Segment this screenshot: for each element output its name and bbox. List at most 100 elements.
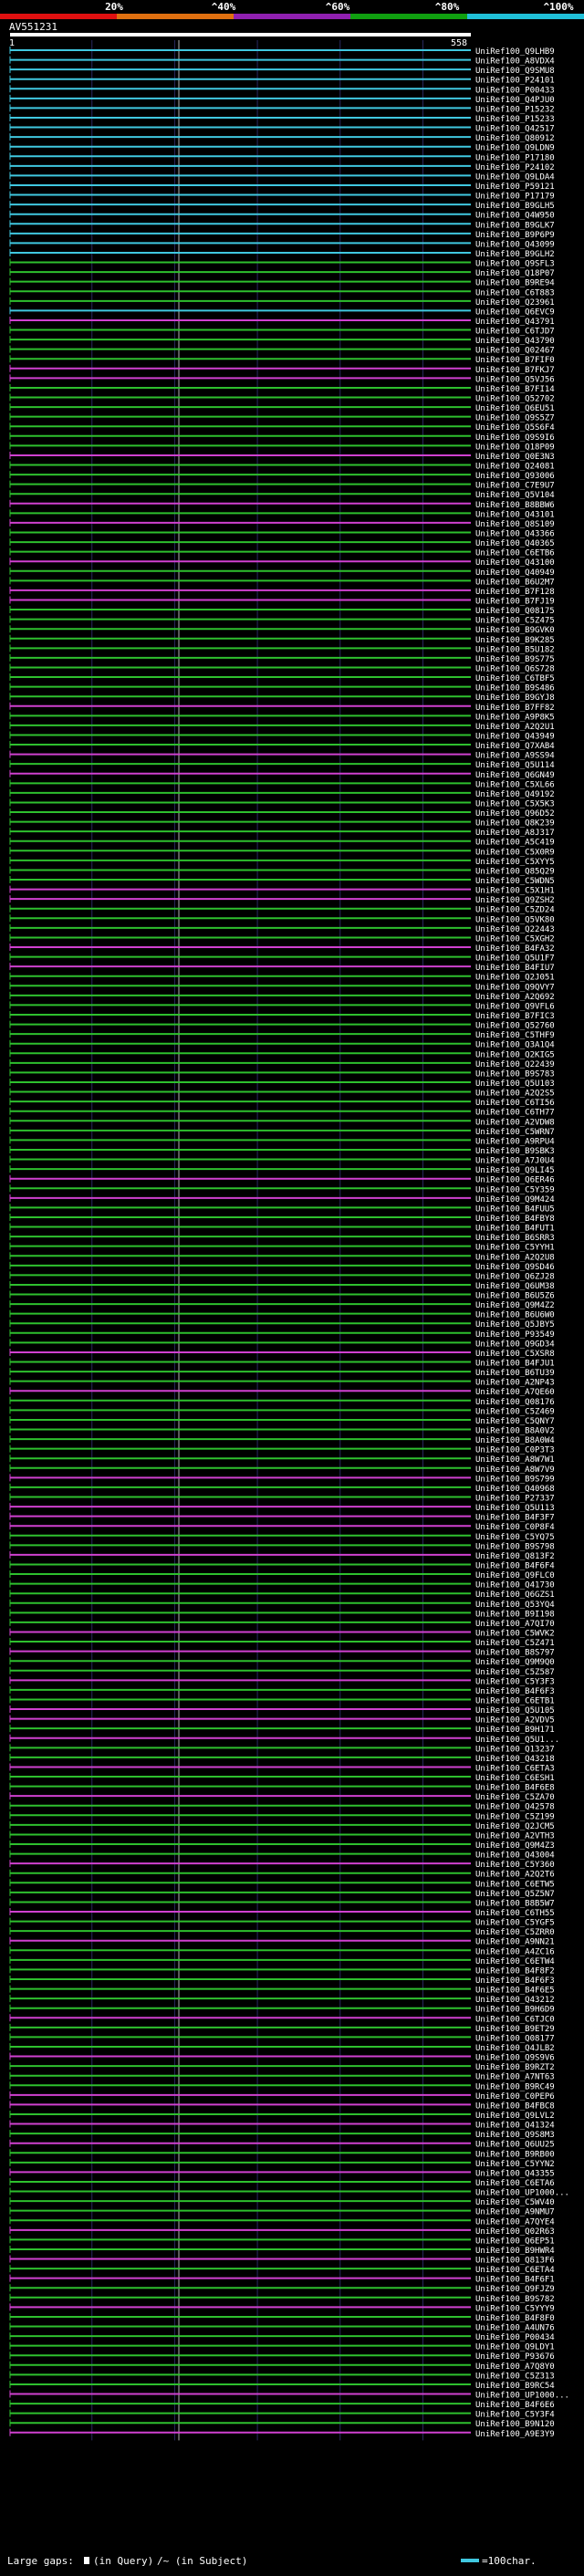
hit-row[interactable]: UniRef100_B4FA32: [9, 944, 555, 954]
hit-row[interactable]: UniRef100_Q85Q29: [9, 866, 555, 876]
hit-row[interactable]: UniRef100_C5Z469: [9, 1406, 555, 1416]
hit-row[interactable]: UniRef100_Q9M4Z3: [9, 1841, 555, 1851]
hit-row[interactable]: UniRef100_Q9M424: [9, 1194, 555, 1205]
hit-row[interactable]: UniRef100_A7Q8Y0: [9, 2361, 555, 2372]
hit-row[interactable]: UniRef100_B9HWR4: [9, 2245, 555, 2256]
hit-row[interactable]: UniRef100_C5Z199: [9, 1811, 555, 1821]
hit-row[interactable]: UniRef100_B4FJU1: [9, 1358, 555, 1369]
hit-row[interactable]: UniRef100_C5THF9: [9, 1030, 555, 1040]
hit-row[interactable]: UniRef100_C6TJC0: [9, 2014, 555, 2024]
hit-row[interactable]: UniRef100_C5WVK2: [9, 1628, 555, 1638]
hit-row[interactable]: UniRef100_B9GLK7: [9, 220, 555, 230]
hit-row[interactable]: UniRef100_Q9LHB9: [9, 47, 555, 57]
hit-row[interactable]: UniRef100_B9S783: [9, 1069, 555, 1079]
hit-row[interactable]: UniRef100_B9I198: [9, 1609, 555, 1619]
hit-row[interactable]: UniRef100_B4F8F2: [9, 1966, 555, 1976]
hit-row[interactable]: UniRef100_A2NP43: [9, 1377, 555, 1388]
hit-row[interactable]: UniRef100_C5Y3F4: [9, 2409, 555, 2420]
hit-row[interactable]: UniRef100_A7QYE4: [9, 2216, 555, 2227]
hit-row[interactable]: UniRef100_Q43099: [9, 239, 555, 249]
hit-row[interactable]: UniRef100_A7QE60: [9, 1387, 555, 1397]
hit-row[interactable]: UniRef100_B9H6D9: [9, 2004, 555, 2015]
hit-row[interactable]: UniRef100_B9H171: [9, 1725, 555, 1735]
hit-row[interactable]: UniRef100_Q8S109: [9, 518, 555, 529]
hit-row[interactable]: UniRef100_A2Q692: [9, 991, 555, 1002]
hit-row[interactable]: UniRef100_C6ETB1: [9, 1695, 555, 1705]
hit-row[interactable]: UniRef100_Q6GN49: [9, 769, 555, 780]
hit-row[interactable]: UniRef100_Q9FLC0: [9, 1570, 555, 1580]
hit-row[interactable]: UniRef100_Q43004: [9, 1850, 555, 1861]
hit-row[interactable]: UniRef100_Q52702: [9, 393, 555, 404]
hit-row[interactable]: UniRef100_Q9S9I6: [9, 432, 555, 443]
hit-row[interactable]: UniRef100_Q43218: [9, 1753, 555, 1764]
hit-row[interactable]: UniRef100_C5Z475: [9, 615, 555, 626]
hit-row[interactable]: UniRef100_B6U6W0: [9, 1309, 555, 1320]
hit-row[interactable]: UniRef100_C6T883: [9, 287, 555, 297]
hit-row[interactable]: UniRef100_Q3A1Q4: [9, 1039, 555, 1050]
hit-row[interactable]: UniRef100_Q8K239: [9, 818, 555, 829]
hit-row[interactable]: UniRef100_B6SRR3: [9, 1233, 555, 1243]
hit-row[interactable]: UniRef100_Q43366: [9, 528, 555, 539]
hit-row[interactable]: UniRef100_UP1000...: [9, 2187, 569, 2198]
hit-row[interactable]: UniRef100_B4F6E8: [9, 1782, 555, 1793]
hit-row[interactable]: UniRef100_C5Z587: [9, 1666, 555, 1677]
hit-row[interactable]: UniRef100_C5YYN2: [9, 2158, 555, 2169]
hit-row[interactable]: UniRef100_Q9QVY7: [9, 982, 555, 992]
hit-row[interactable]: UniRef100_C5X1H1: [9, 885, 555, 896]
hit-row[interactable]: UniRef100_C6ETW5: [9, 1879, 555, 1889]
hit-row[interactable]: UniRef100_A4ZC16: [9, 1946, 555, 1956]
hit-row[interactable]: UniRef100_Q9FJZ9: [9, 2284, 555, 2294]
hit-row[interactable]: UniRef100_B8A0W4: [9, 1435, 555, 1445]
hit-row[interactable]: UniRef100_Q2J051: [9, 972, 555, 983]
hit-row[interactable]: UniRef100_P59121: [9, 181, 555, 192]
hit-row[interactable]: UniRef100_Q02467: [9, 345, 555, 356]
hit-row[interactable]: UniRef100_C5Y3F3: [9, 1676, 555, 1686]
hit-row[interactable]: UniRef100_C5XYY5: [9, 856, 555, 867]
hit-row[interactable]: UniRef100_B4F6E5: [9, 1985, 555, 1996]
hit-row[interactable]: UniRef100_Q9M4Z2: [9, 1300, 555, 1310]
hit-row[interactable]: UniRef100_Q93006: [9, 471, 555, 481]
hit-row[interactable]: UniRef100_B9GLH5: [9, 201, 555, 211]
hit-row[interactable]: UniRef100_A2Q2T6: [9, 1869, 555, 1880]
hit-row[interactable]: UniRef100_Q5U1F7: [9, 953, 555, 964]
hit-row[interactable]: UniRef100_UP1000...: [9, 2390, 569, 2401]
hit-row[interactable]: UniRef100_Q9M9Q0: [9, 1657, 555, 1667]
hit-row[interactable]: UniRef100_B7FI14: [9, 383, 555, 394]
hit-row[interactable]: UniRef100_Q23961: [9, 297, 555, 308]
hit-row[interactable]: UniRef100_B8B5W7: [9, 1898, 555, 1908]
hit-row[interactable]: UniRef100_C6ETA6: [9, 2177, 555, 2188]
hit-row[interactable]: UniRef100_Q43100: [9, 558, 555, 568]
hit-row[interactable]: UniRef100_P27337: [9, 1493, 555, 1504]
hit-row[interactable]: UniRef100_Q43101: [9, 509, 555, 519]
hit-row[interactable]: UniRef100_Q6EP51: [9, 2236, 555, 2246]
hit-row[interactable]: UniRef100_Q5JBY5: [9, 1319, 555, 1330]
hit-row[interactable]: UniRef100_C5YQ75: [9, 1531, 555, 1542]
hit-row[interactable]: UniRef100_C5ZRR0: [9, 1927, 555, 1937]
hit-row[interactable]: UniRef100_Q6UM38: [9, 1280, 555, 1291]
hit-row[interactable]: UniRef100_Q40365: [9, 538, 555, 548]
hit-row[interactable]: UniRef100_A9P8K5: [9, 712, 555, 722]
hit-row[interactable]: UniRef100_Q9SD46: [9, 1261, 555, 1272]
hit-row[interactable]: UniRef100_P17180: [9, 152, 555, 162]
hit-row[interactable]: UniRef100_B9K285: [9, 634, 555, 645]
hit-row[interactable]: UniRef100_Q9LVL2: [9, 2110, 555, 2121]
hit-row[interactable]: UniRef100_B9P6P9: [9, 229, 555, 240]
hit-row[interactable]: UniRef100_Q9VFL6: [9, 1001, 555, 1011]
hit-row[interactable]: UniRef100_Q813F2: [9, 1550, 555, 1561]
hit-row[interactable]: UniRef100_A8W7W1: [9, 1455, 555, 1465]
hit-row[interactable]: UniRef100_B9RC54: [9, 2380, 555, 2391]
hit-row[interactable]: UniRef100_Q40968: [9, 1483, 555, 1494]
hit-row[interactable]: UniRef100_B6U2M7: [9, 577, 555, 587]
hit-row[interactable]: UniRef100_C0P3T3: [9, 1444, 555, 1455]
hit-row[interactable]: UniRef100_Q9LDY1: [9, 2341, 555, 2352]
hit-row[interactable]: UniRef100_Q7XAB4: [9, 741, 555, 751]
hit-row[interactable]: UniRef100_C5QNY7: [9, 1415, 555, 1426]
hit-row[interactable]: UniRef100_C5YYH1: [9, 1242, 555, 1253]
hit-row[interactable]: UniRef100_A7NT63: [9, 2071, 555, 2082]
hit-row[interactable]: UniRef100_Q5V104: [9, 490, 555, 500]
hit-row[interactable]: UniRef100_A8J317: [9, 828, 555, 838]
hit-row[interactable]: UniRef100_Q43212: [9, 1995, 555, 2005]
hit-row[interactable]: UniRef100_C7E9U7: [9, 480, 555, 491]
hit-row[interactable]: UniRef100_Q813F6: [9, 2255, 555, 2266]
hit-row[interactable]: UniRef100_Q9S5Z7: [9, 412, 555, 423]
